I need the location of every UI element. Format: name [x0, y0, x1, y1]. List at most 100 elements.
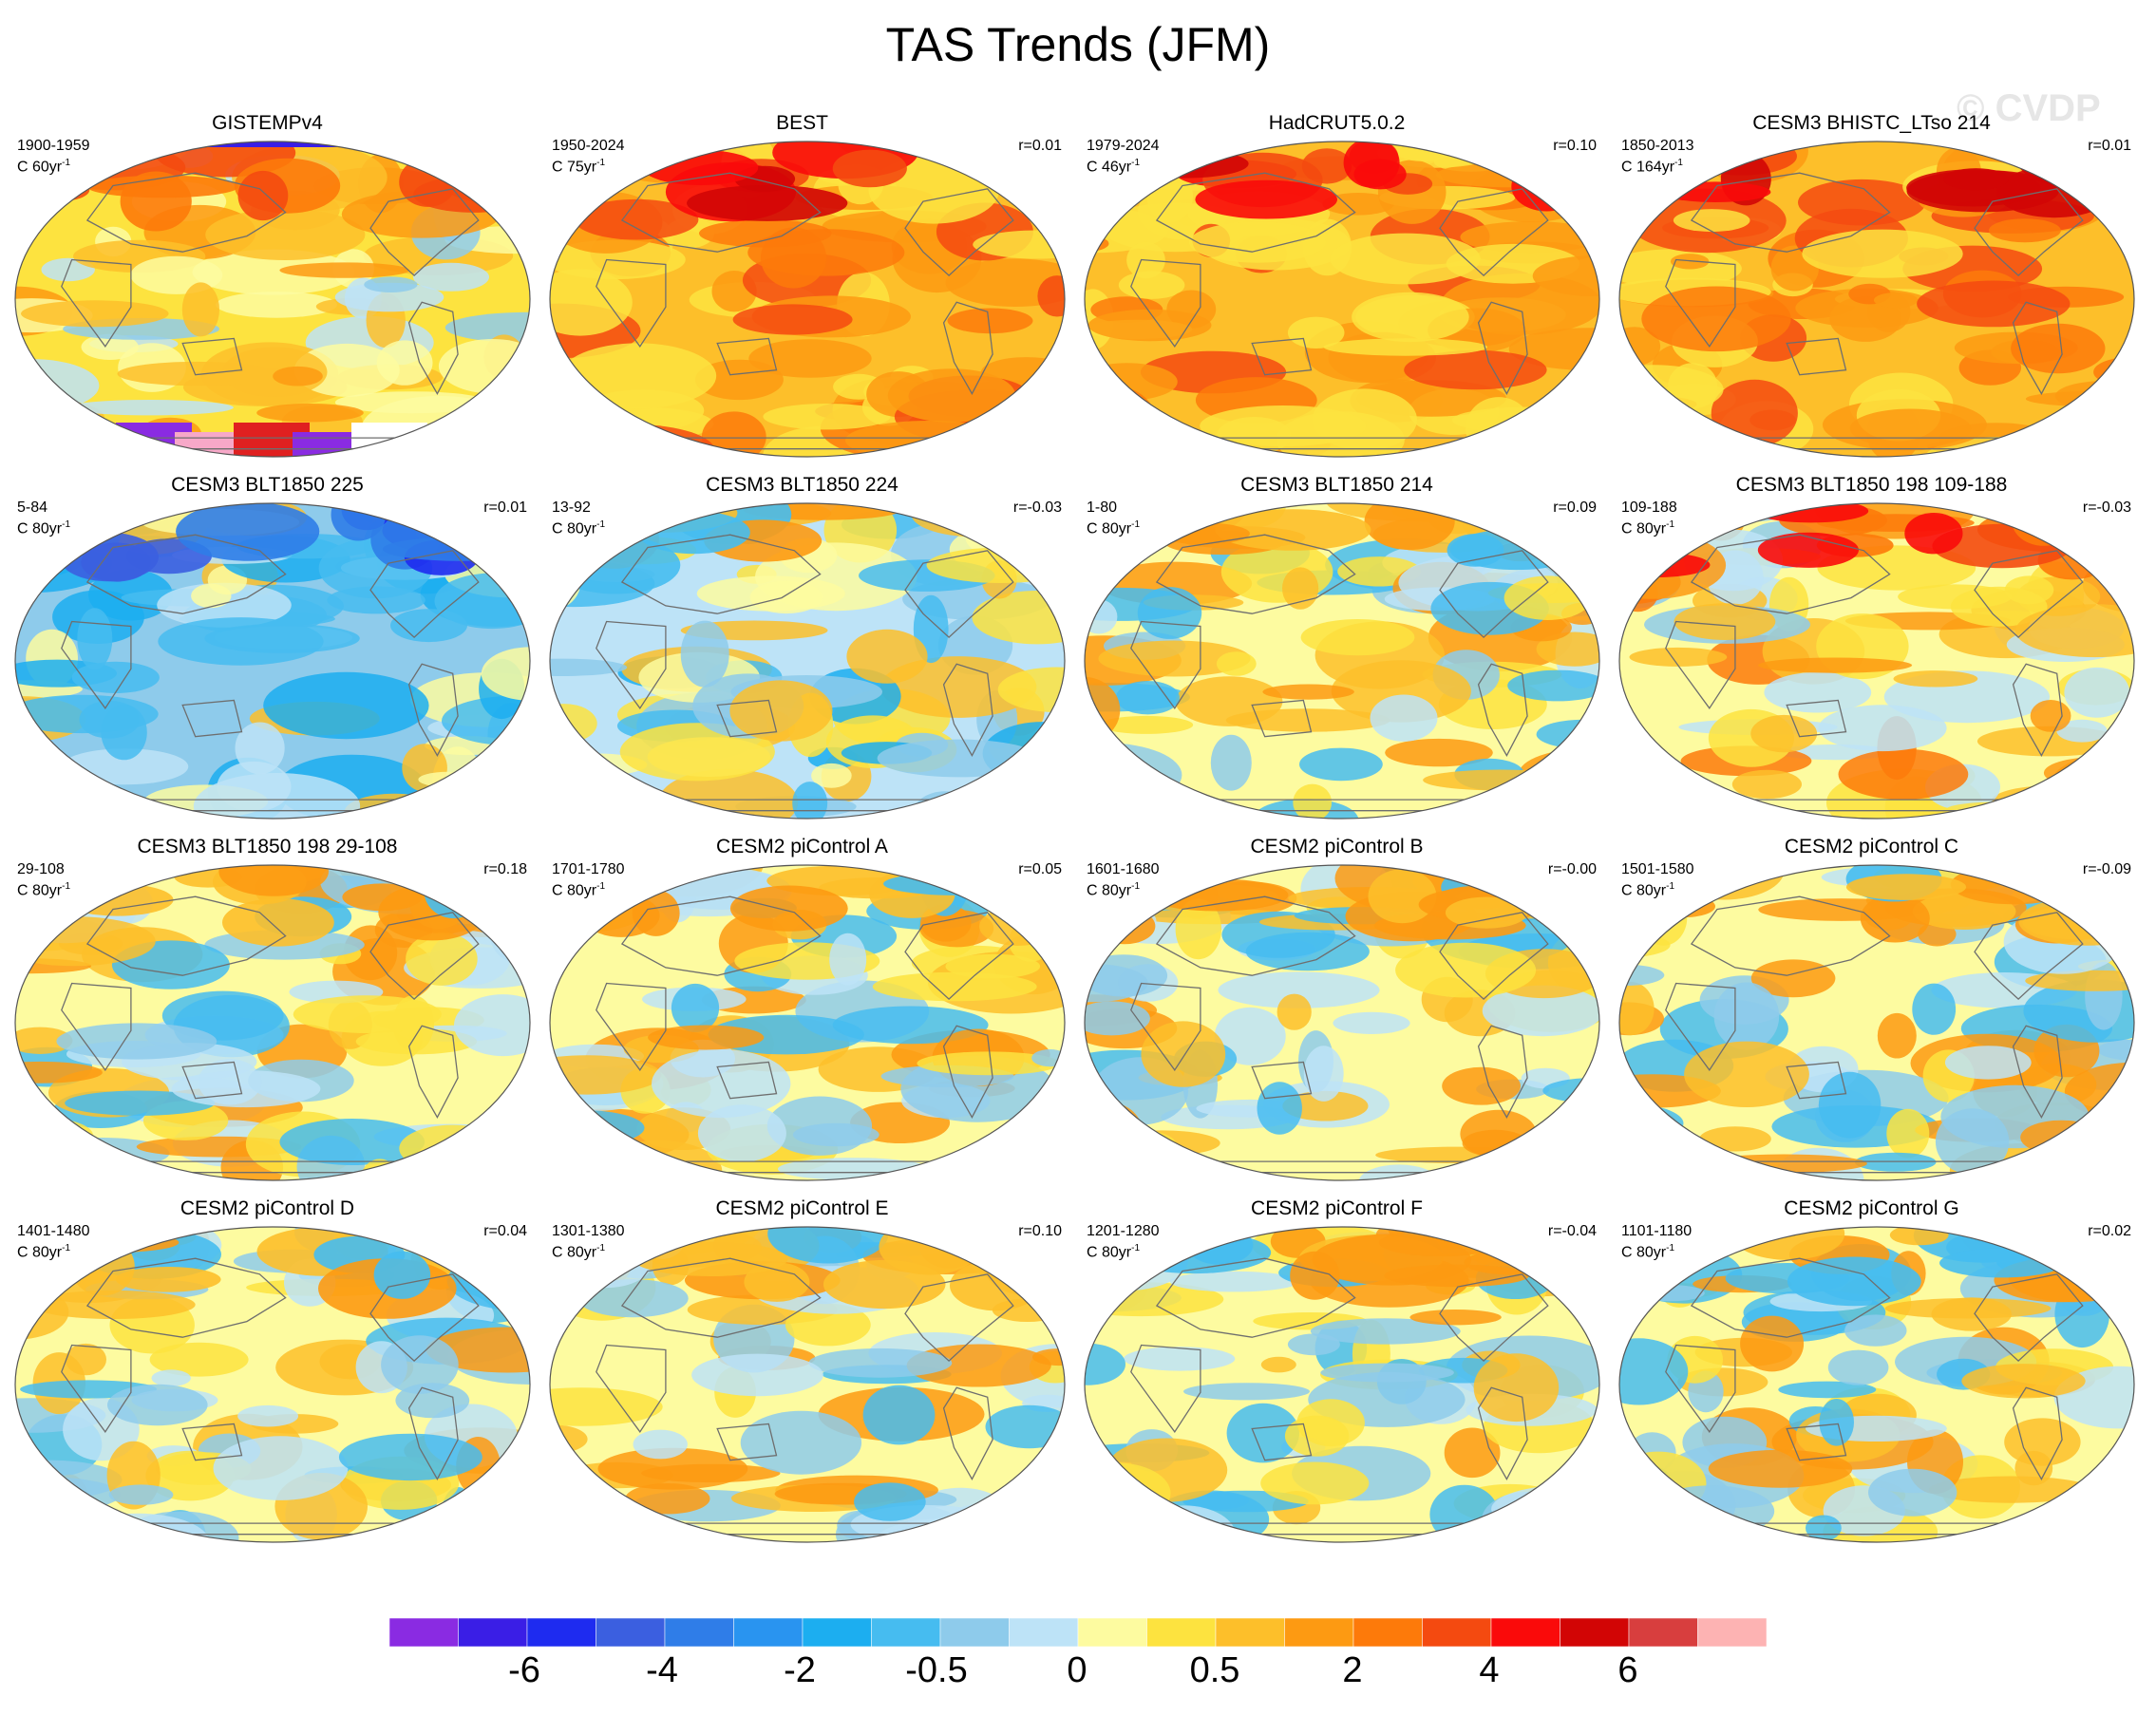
panel-period: 29-108 — [17, 861, 65, 877]
panel-trend-length: C 80yr-1 — [17, 519, 71, 537]
colorbar-swatch — [1352, 1617, 1423, 1648]
colorbar-tick-label: 0.5 — [1189, 1650, 1240, 1690]
colorbar-swatch — [1490, 1617, 1560, 1648]
world-map — [549, 864, 1066, 1181]
panel-title: HadCRUT5.0.2 — [1268, 112, 1406, 134]
colorbar-tick-label: -6 — [508, 1650, 540, 1690]
panel-correlation: r=0.05 — [1018, 861, 1062, 877]
panel-title: CESM3 BLT1850 198 109-188 — [1735, 474, 2008, 496]
colorbar-tick-label: -2 — [784, 1650, 816, 1690]
colorbar-swatch — [939, 1617, 1010, 1648]
panel-title: GISTEMPv4 — [212, 112, 323, 134]
map-panel: CESM2 piControl C 1501-1580 C 80yr-1 r=-0.0… — [1604, 724, 2139, 1181]
panel-correlation: r=-0.09 — [2082, 861, 2131, 877]
colorbar-tick-label: -4 — [646, 1650, 678, 1690]
panel-correlation: r=0.10 — [1018, 1223, 1062, 1239]
colorbar-swatch — [1697, 1617, 1768, 1648]
panel-title: CESM2 piControl B — [1250, 836, 1424, 858]
colorbar-tick-label: -0.5 — [905, 1650, 968, 1690]
world-map — [14, 141, 531, 458]
map-panel: CESM2 piControl A 1701-1780 C 80yr-1 r=0.05 — [535, 724, 1069, 1181]
world-map — [549, 502, 1066, 820]
panel-trend-length: C 80yr-1 — [17, 1243, 71, 1261]
map-panel: CESM3 BLT1850 198 109-188 109-188 C 80yr-1… — [1604, 362, 2139, 820]
colorbar-swatch — [871, 1617, 941, 1648]
colorbar-swatch — [1077, 1617, 1147, 1648]
map-panel: CESM2 piControl F 1201-1280 C 80yr-1 r=-0.0… — [1069, 1085, 1604, 1543]
panel-period: 1401-1480 — [17, 1223, 90, 1239]
panel-correlation: r=0.04 — [483, 1223, 527, 1239]
panel-title: CESM3 BLT1850 224 — [706, 474, 898, 496]
panel-correlation: r=0.01 — [483, 499, 527, 516]
map-panel: BEST 1950-2024 C 75yr-1 r=0.01 — [535, 0, 1069, 458]
world-map — [549, 141, 1066, 458]
colorbar-swatch — [664, 1617, 734, 1648]
panel-period: 1979-2024 — [1087, 138, 1160, 154]
panel-trend-length: C 80yr-1 — [1621, 881, 1675, 899]
colorbar — [388, 1617, 1768, 1648]
panel-title: CESM2 piControl F — [1251, 1197, 1423, 1219]
panel-period: 1101-1180 — [1621, 1223, 1693, 1239]
map-panel: CESM3 BLT1850 214 1-80 C 80yr-1 r=0.09 — [1069, 362, 1604, 820]
panel-period: 109-188 — [1621, 499, 1677, 516]
map-panel: GISTEMPv4 1900-1959 C 60yr-1 — [0, 0, 535, 458]
colorbar-swatch — [596, 1617, 666, 1648]
colorbar-tick-label: 2 — [1342, 1650, 1363, 1690]
panel-trend-length: C 46yr-1 — [1087, 158, 1141, 176]
panel-trend-length: C 80yr-1 — [552, 519, 606, 537]
panel-period: 1950-2024 — [552, 138, 625, 154]
watermark: © CVDP — [1957, 87, 2101, 129]
panel-title: BEST — [776, 112, 828, 134]
colorbar-swatch — [802, 1617, 872, 1648]
map-panel: CESM2 piControl D 1401-1480 C 80yr-1 r=0.04 — [0, 1085, 535, 1543]
colorbar-swatch — [1422, 1617, 1492, 1648]
panel-title: CESM2 piControl D — [180, 1197, 355, 1219]
panel-period: 1-80 — [1087, 499, 1118, 516]
panel-correlation: r=-0.00 — [1547, 861, 1597, 877]
panel-period: 13-92 — [552, 499, 591, 516]
panel-correlation: r=0.02 — [2088, 1223, 2131, 1239]
panel-trend-length: C 60yr-1 — [17, 158, 71, 176]
map-panel: HadCRUT5.0.2 1979-2024 C 46yr-1 r=0.10 — [1069, 0, 1604, 458]
colorbar-swatch — [1146, 1617, 1217, 1648]
panel-period: 1900-1959 — [17, 138, 90, 154]
page-title: TAS Trends (JFM) — [885, 18, 1271, 71]
map-panel: CESM2 piControl E 1301-1380 C 80yr-1 r=0.10 — [535, 1085, 1069, 1543]
colorbar-swatch — [526, 1617, 596, 1648]
panel-title: CESM2 piControl C — [1784, 836, 1959, 858]
map-panel: CESM3 BHISTC_LTso 214 1850-2013 C 164yr-1 r… — [1604, 0, 2139, 458]
colorbar-swatch — [1560, 1617, 1630, 1648]
colorbar-tick-label: 4 — [1479, 1650, 1500, 1690]
map-panel: CESM3 BLT1850 198 29-108 29-108 C 80yr-1 r=… — [0, 724, 535, 1181]
panel-trend-length: C 80yr-1 — [1621, 519, 1675, 537]
panel-correlation: r=-0.03 — [2082, 499, 2131, 516]
panel-trend-length: C 80yr-1 — [1087, 1243, 1141, 1261]
world-map — [14, 864, 531, 1181]
panel-title: CESM2 piControl A — [716, 836, 888, 858]
panel-period: 5-84 — [17, 499, 48, 516]
panel-correlation: r=0.18 — [483, 861, 527, 877]
colorbar-swatch — [1215, 1617, 1285, 1648]
colorbar-swatch — [1009, 1617, 1079, 1648]
world-map — [1084, 864, 1600, 1181]
map-panel: CESM2 piControl B 1601-1680 C 80yr-1 r=-0.0… — [1069, 724, 1604, 1181]
panel-title: CESM3 BLT1850 225 — [171, 474, 364, 496]
world-map — [1618, 1226, 2135, 1543]
panel-trend-length: C 75yr-1 — [552, 158, 606, 176]
panel-period: 1201-1280 — [1087, 1223, 1160, 1239]
colorbar-tick-label: 0 — [1067, 1650, 1087, 1690]
world-map — [1084, 502, 1600, 820]
panel-trend-length: C 80yr-1 — [552, 1243, 606, 1261]
panel-correlation: r=0.01 — [1018, 138, 1062, 154]
panel-correlation: r=0.09 — [1553, 499, 1597, 516]
panel-period: 1601-1680 — [1087, 861, 1160, 877]
panel-correlation: r=-0.03 — [1012, 499, 1062, 516]
panel-trend-length: C 80yr-1 — [17, 881, 71, 899]
panel-title: CESM3 BHISTC_LTso 214 — [1752, 112, 1991, 134]
panel-title: CESM3 BLT1850 198 29-108 — [137, 836, 398, 858]
panel-period: 1701-1780 — [552, 861, 625, 877]
world-map — [1618, 864, 2135, 1181]
world-map — [1084, 141, 1600, 458]
colorbar-tick-label: 6 — [1617, 1650, 1638, 1690]
panel-correlation: r=0.10 — [1553, 138, 1597, 154]
